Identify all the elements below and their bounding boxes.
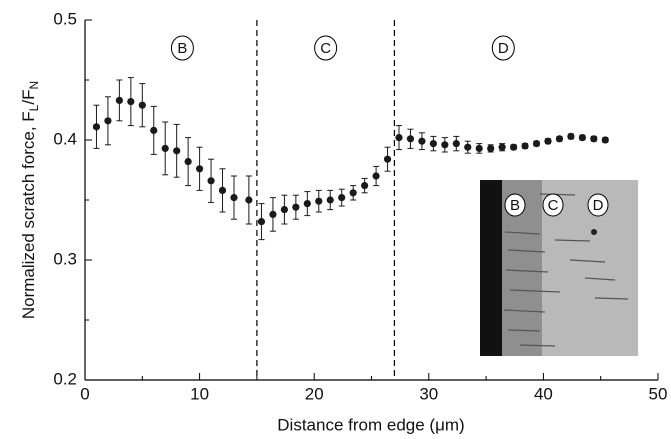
data-point bbox=[406, 135, 415, 143]
data-point bbox=[578, 134, 586, 142]
data-point bbox=[464, 143, 472, 151]
label-part: /F bbox=[19, 90, 38, 105]
subscript: N bbox=[27, 81, 41, 90]
data-point bbox=[418, 137, 426, 145]
inset-label-circle bbox=[504, 193, 526, 217]
data-point bbox=[452, 140, 460, 148]
data-point bbox=[395, 134, 403, 142]
x-tick-label: 20 bbox=[305, 384, 324, 403]
inset-label-circle bbox=[542, 193, 564, 217]
data-point bbox=[115, 96, 123, 104]
label-part: Normalized scratch force, F bbox=[19, 111, 38, 319]
data-point bbox=[361, 182, 369, 190]
y-tick-label: 0.4 bbox=[53, 129, 77, 148]
data-point bbox=[269, 210, 277, 218]
region-label-circle bbox=[314, 35, 338, 61]
x-tick-label: 30 bbox=[419, 384, 438, 403]
data-point bbox=[601, 136, 609, 144]
x-tick-label: 0 bbox=[80, 384, 89, 403]
data-point bbox=[521, 142, 529, 150]
data-point bbox=[555, 135, 564, 143]
region-label: B bbox=[177, 40, 187, 57]
data-point bbox=[230, 194, 238, 202]
data-point bbox=[184, 158, 192, 166]
data-point bbox=[532, 140, 541, 148]
data-point bbox=[280, 206, 289, 214]
data-point bbox=[372, 172, 380, 180]
x-tick-label: 50 bbox=[649, 384, 668, 403]
y-axis-label: Normalized scratch force, FL/FN bbox=[19, 81, 41, 319]
data-point bbox=[245, 196, 253, 204]
data-point bbox=[173, 147, 181, 155]
region-label: D bbox=[498, 40, 509, 57]
region-label-circle bbox=[170, 35, 194, 61]
data-point bbox=[218, 186, 227, 194]
data-point bbox=[441, 141, 449, 149]
data-point bbox=[150, 126, 158, 134]
data-point bbox=[510, 143, 518, 151]
region-label: C bbox=[320, 40, 331, 57]
x-tick-label: 40 bbox=[534, 384, 553, 403]
data-point bbox=[104, 117, 112, 125]
y-tick-label: 0.5 bbox=[53, 9, 77, 28]
x-axis-label: Distance from edge (μm) bbox=[277, 415, 464, 434]
inset-label-circle bbox=[587, 193, 609, 217]
data-point bbox=[590, 135, 598, 143]
data-point bbox=[349, 189, 357, 197]
data-point bbox=[138, 101, 146, 109]
data-point bbox=[338, 194, 346, 202]
data-point bbox=[315, 197, 323, 205]
data-point bbox=[196, 165, 204, 173]
data-point bbox=[498, 143, 506, 151]
data-point bbox=[567, 132, 575, 140]
y-tick-label: 0.2 bbox=[53, 369, 77, 388]
data-point bbox=[207, 177, 215, 185]
data-point bbox=[326, 196, 334, 204]
inset-label: C bbox=[548, 197, 559, 214]
data-point bbox=[257, 218, 266, 226]
data-point bbox=[292, 203, 300, 211]
data-point bbox=[544, 137, 552, 145]
inset-label: D bbox=[593, 197, 604, 214]
subscript: L bbox=[27, 104, 41, 111]
data-point bbox=[429, 140, 437, 148]
data-point bbox=[161, 144, 169, 152]
data-point bbox=[303, 200, 311, 208]
data-point bbox=[475, 144, 483, 152]
y-tick-label: 0.3 bbox=[53, 249, 77, 268]
data-point bbox=[92, 123, 101, 131]
data-point bbox=[127, 98, 135, 106]
x-tick-label: 10 bbox=[190, 384, 209, 403]
inset-label: B bbox=[510, 197, 520, 214]
data-point bbox=[383, 155, 392, 163]
region-label-circle bbox=[491, 35, 515, 61]
data-point bbox=[487, 144, 495, 152]
